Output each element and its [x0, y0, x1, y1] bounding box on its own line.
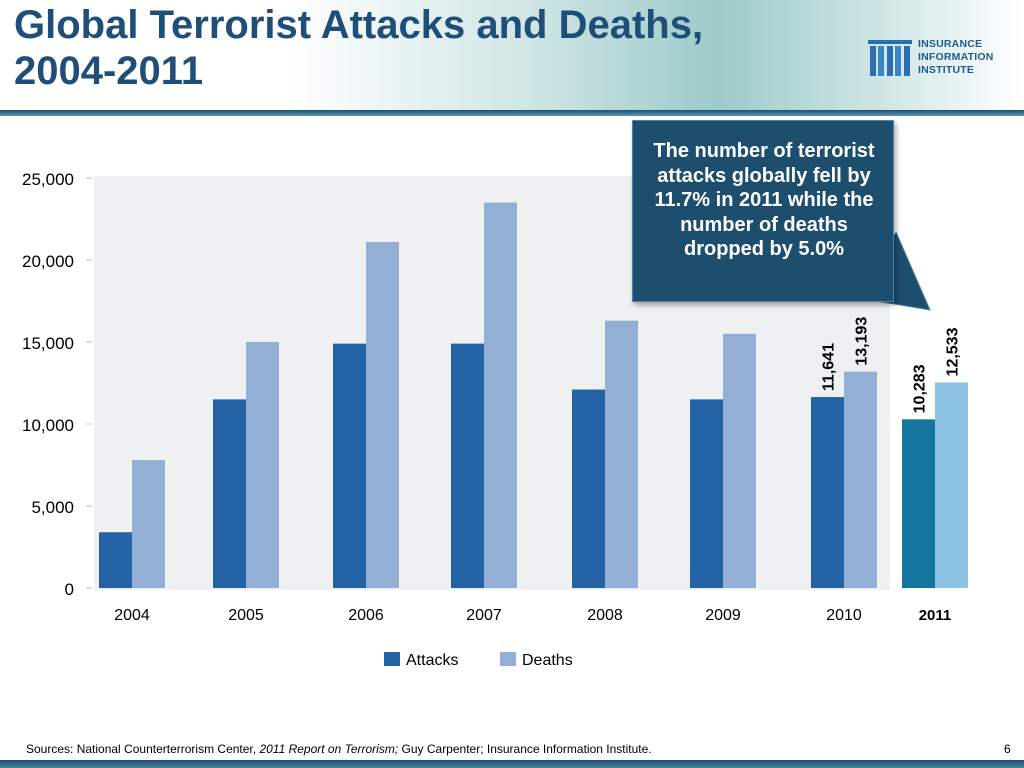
y-tick-label: 5,000 [31, 498, 74, 517]
header-rule [0, 110, 1024, 116]
x-tick-label-2010: 2010 [826, 607, 862, 624]
sources-report: 2011 Report on Terrorism; [259, 742, 399, 756]
bar-attacks-2008 [572, 389, 605, 588]
x-tick-label-2011: 2011 [919, 607, 952, 624]
footer-rule [0, 760, 1024, 768]
bar-attacks-2009 [690, 399, 723, 588]
x-tick-label-2004: 2004 [114, 607, 150, 624]
iii-logo: INSURANCE INFORMATION INSTITUTE [868, 36, 1018, 84]
data-label: 11,641 [821, 343, 838, 391]
bar-deaths-2010 [844, 371, 877, 588]
logo-mark [868, 40, 912, 76]
callout-text: The number of terrorist attacks globally… [653, 140, 875, 261]
sources-suffix: Guy Carpenter; Insurance Information Ins… [398, 742, 652, 756]
data-label: 12,533 [945, 327, 962, 376]
callout-box: The number of terrorist attacks globally… [632, 120, 894, 302]
bar-attacks-2006 [333, 343, 366, 588]
bar-deaths-2006 [366, 241, 399, 588]
y-tick-label: 15,000 [22, 334, 74, 353]
logo-line: INSURANCE [918, 38, 983, 50]
bar-deaths-2009 [723, 333, 756, 588]
x-tick-label-2008: 2008 [587, 607, 623, 624]
legend-label-attacks: Attacks [406, 652, 458, 669]
data-label: 10,283 [912, 364, 929, 413]
slide-title: Global Terrorist Attacks and Deaths, 200… [14, 3, 704, 93]
bar-attacks-2007 [451, 343, 484, 588]
x-tick-label-2009: 2009 [705, 607, 741, 624]
y-tick-label: 25,000 [22, 170, 74, 189]
bar-deaths-2008 [605, 320, 638, 588]
legend-swatch-attacks [384, 652, 400, 666]
sources-prefix: Sources: National Counterterrorism Cente… [26, 742, 260, 756]
bar-attacks-2005 [213, 399, 246, 588]
bar-deaths-2004 [132, 460, 165, 588]
data-label: 13,193 [854, 317, 871, 366]
legend-label-deaths: Deaths [522, 652, 573, 669]
y-tick-label: 0 [65, 580, 74, 599]
logo-line: INFORMATION [918, 51, 994, 63]
header-band [0, 0, 1024, 112]
bar-attacks-2011 [902, 419, 935, 588]
legend-swatch-deaths [500, 652, 516, 666]
page-number: 6 [1004, 742, 1011, 756]
x-tick-label-2005: 2005 [228, 607, 264, 624]
y-tick-label: 20,000 [22, 252, 74, 271]
x-tick-label-2007: 2007 [466, 607, 502, 624]
logo-line: INSTITUTE [918, 64, 975, 76]
bar-attacks-2004 [99, 532, 132, 588]
logo-text: INSURANCE INFORMATION INSTITUTE [918, 38, 994, 77]
sources-note: Sources: National Counterterrorism Cente… [26, 742, 652, 756]
bar-attacks-2010 [811, 397, 844, 588]
x-tick-label-2006: 2006 [348, 607, 384, 624]
bar-deaths-2007 [484, 202, 517, 588]
bar-deaths-2005 [246, 342, 279, 588]
bar-deaths-2011 [935, 382, 968, 588]
y-tick-label: 10,000 [22, 416, 74, 435]
